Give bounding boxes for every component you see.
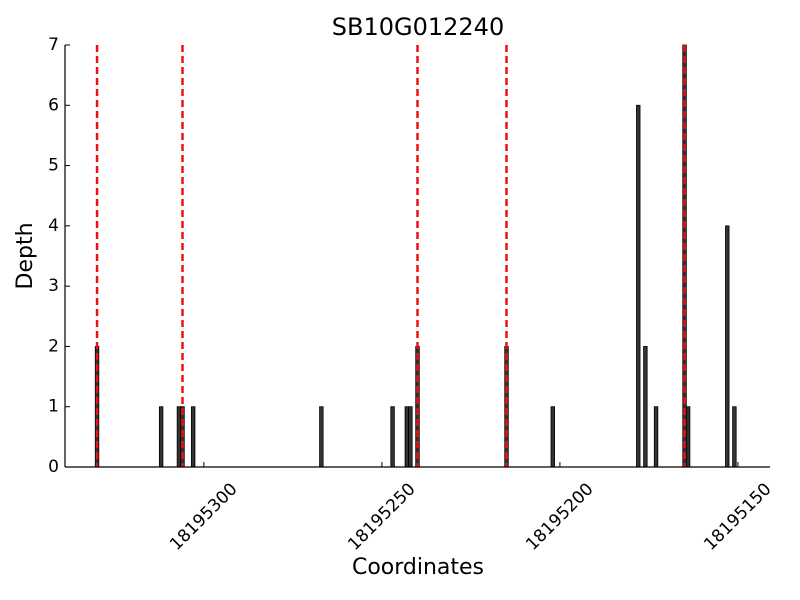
y-tick-label: 7 [48,35,59,55]
bar [550,406,555,468]
x-axis-label: Coordinates [352,555,484,580]
bar [158,406,164,468]
y-tick-label: 6 [48,95,59,115]
y-tick-label: 2 [48,336,59,356]
x-tick-label: 18195250 [344,479,419,554]
chart-title: SB10G012240 [332,13,504,41]
bar [319,406,324,468]
bar [653,406,659,468]
y-tick-label: 4 [48,216,59,236]
bar [685,406,691,468]
bar [643,346,648,468]
x-tick-label: 18195300 [166,479,241,554]
y-tick-label: 0 [48,457,59,477]
bar [176,406,182,468]
bar [408,406,413,468]
x-tick-label: 18195200 [522,479,597,554]
y-tick-label: 3 [48,276,59,296]
bar [390,406,395,468]
x-tick-label: 18195150 [700,479,775,554]
y-axis-label: Depth [13,222,38,289]
bar [732,406,737,468]
y-tick-label: 5 [48,156,59,176]
bar [725,225,730,468]
bar [636,104,641,468]
bar [191,406,196,468]
y-tick-label: 1 [48,397,59,417]
bar [404,406,409,468]
